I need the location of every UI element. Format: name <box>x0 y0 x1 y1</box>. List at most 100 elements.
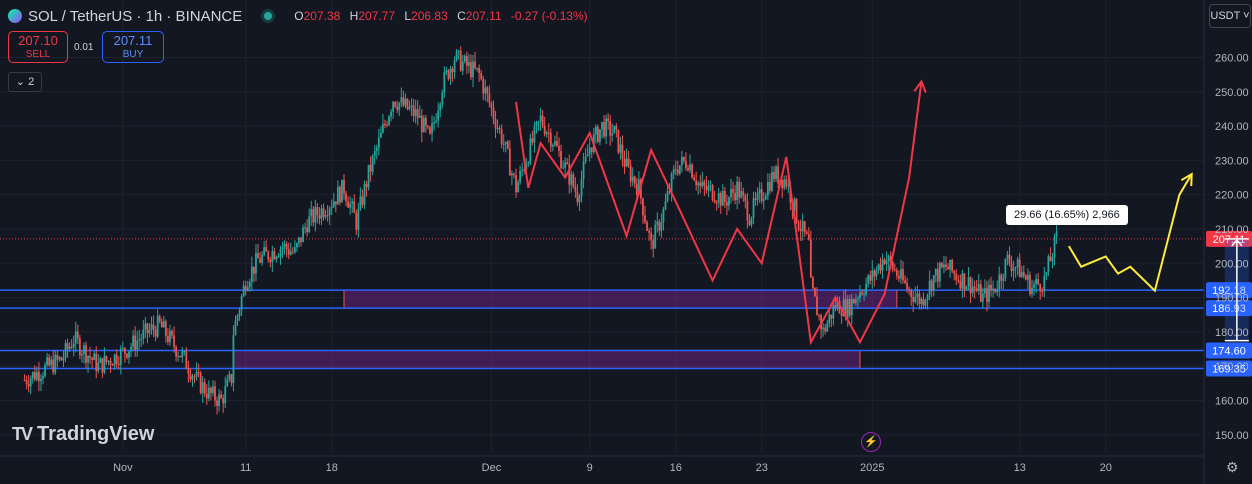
candle-body <box>990 284 992 291</box>
candle-body <box>339 187 341 203</box>
price-range-measure <box>1224 238 1249 342</box>
candle-body <box>691 164 693 178</box>
candle-body <box>721 190 724 206</box>
candle-body <box>902 269 904 281</box>
y-tick-label: 190.00 <box>1215 293 1249 305</box>
candle-body <box>859 292 861 299</box>
candle-body <box>463 55 466 62</box>
candle-body <box>1053 236 1056 258</box>
candle-body <box>752 198 755 218</box>
candle-body <box>852 298 855 304</box>
candle-body <box>1039 284 1042 292</box>
candle-body <box>281 246 284 250</box>
candle-body <box>822 327 825 330</box>
candle-body <box>1020 272 1023 278</box>
candle-body <box>705 185 708 191</box>
candle-body <box>398 102 401 110</box>
candle-body <box>164 321 167 336</box>
candle-body <box>945 264 947 267</box>
candle-body <box>345 193 347 202</box>
candle-body <box>349 203 352 208</box>
candle-body <box>803 221 806 232</box>
candle-body <box>126 353 128 358</box>
candle-body <box>304 227 306 229</box>
candle-body <box>568 164 571 185</box>
candle-body <box>445 70 448 73</box>
candle-body <box>144 323 147 330</box>
candle-body <box>928 280 931 295</box>
candle-body <box>310 209 313 217</box>
x-tick-label: 13 <box>1014 462 1026 474</box>
candle-body <box>320 208 323 219</box>
candle-body <box>844 299 847 318</box>
candle-body <box>1024 275 1027 280</box>
candle-body <box>973 286 976 289</box>
candle-body <box>312 209 315 223</box>
candle-body <box>771 172 773 191</box>
candle-body <box>212 386 214 394</box>
yellow-arrow-head <box>1180 172 1193 187</box>
candle-body <box>877 264 880 271</box>
candle-body <box>680 157 683 166</box>
candle-body <box>52 359 55 373</box>
candle-body <box>979 284 982 302</box>
candle-body <box>246 287 249 291</box>
candle-body <box>783 179 786 189</box>
candle-body <box>128 351 130 358</box>
candle-body <box>723 190 726 202</box>
lightning-icon[interactable]: ⚡ <box>861 432 881 452</box>
candle-body <box>695 180 698 186</box>
candle-body <box>760 189 763 202</box>
candle-body <box>748 220 751 225</box>
time-axis: Nov 11 18 Dec 9 16 23 2025 13 20 <box>0 455 1204 474</box>
level-tag <box>1206 360 1252 377</box>
buy-button[interactable]: 207.11 BUY <box>102 31 164 63</box>
candle-body <box>117 363 120 365</box>
candle-body <box>597 126 599 142</box>
candle-body <box>754 198 757 200</box>
candle-body <box>285 243 288 250</box>
tradingview-logo: TV TradingView <box>12 423 154 446</box>
candle-body <box>537 121 540 123</box>
candle-body <box>543 125 546 135</box>
candle-body <box>230 374 233 383</box>
sell-button[interactable]: 207.10 SELL <box>8 31 68 63</box>
candle-body <box>762 199 765 202</box>
candle-body <box>81 353 83 356</box>
candle-body <box>869 275 872 281</box>
candle-body <box>283 243 286 247</box>
candle-body <box>250 266 253 283</box>
candle-body <box>764 195 767 200</box>
candle-body <box>177 355 180 357</box>
candle-body <box>236 315 239 321</box>
candle-body <box>648 230 650 233</box>
y-tick-label: 230.00 <box>1215 155 1249 167</box>
candle-body <box>314 206 317 223</box>
candle-body <box>205 393 208 399</box>
candle-body <box>291 251 294 253</box>
low-value: 206.83 <box>411 9 448 23</box>
candle-body <box>644 215 646 223</box>
candle-body <box>1012 268 1015 272</box>
currency-button[interactable]: USDT ˅ <box>1209 4 1251 28</box>
currency-label: USDT <box>1210 10 1241 22</box>
candle-body <box>750 217 753 225</box>
candle-body <box>226 379 229 387</box>
candle-body <box>447 70 450 79</box>
candle-body <box>318 215 321 219</box>
symbol-title[interactable]: SOL / TetherUS · 1h · BINANCE <box>28 7 243 25</box>
buy-price: 207.11 <box>113 33 153 48</box>
gear-icon[interactable]: ⚙ <box>1226 459 1239 475</box>
candle-body <box>332 201 335 207</box>
candle-body <box>846 299 849 318</box>
candle-body <box>953 271 956 274</box>
candle-body <box>777 166 779 184</box>
sell-price: 207.10 <box>18 33 58 48</box>
candle-body <box>124 348 126 354</box>
candle-body <box>203 382 206 394</box>
candle-body <box>699 182 702 186</box>
candle-body <box>809 239 812 278</box>
candle-body <box>523 169 526 171</box>
indicators-toggle[interactable]: ⌄ 2 <box>8 72 42 92</box>
